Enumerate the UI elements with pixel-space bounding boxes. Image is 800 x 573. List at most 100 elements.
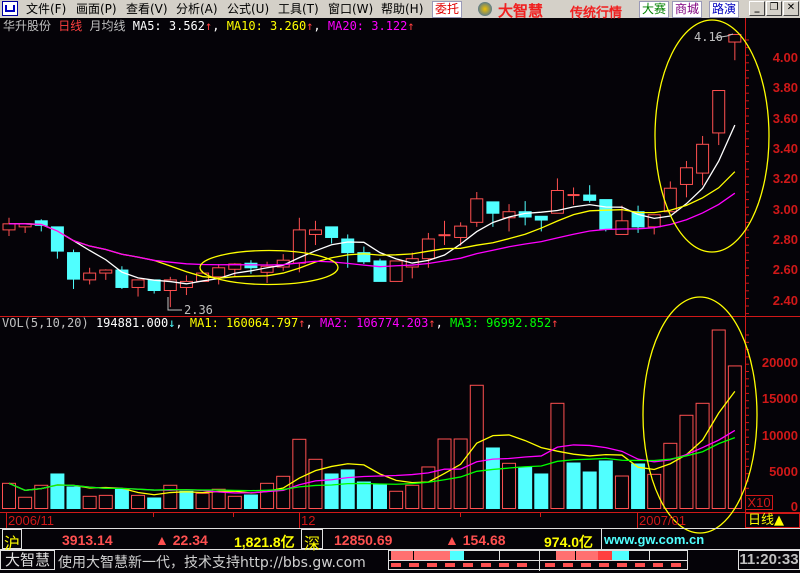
candle-body <box>470 198 484 223</box>
brand-name: 大智慧 <box>498 2 544 20</box>
sz-amount: 974.0亿 <box>544 534 594 550</box>
price-ma5-line <box>9 124 736 285</box>
mall-button[interactable]: 商城 <box>672 1 703 18</box>
volume-header: VOL(5,10,20) 194881.000↓, MA1: 160064.79… <box>2 316 559 330</box>
date-tick: 2006/11 <box>8 513 55 528</box>
menu-help[interactable]: 帮助(H) <box>381 2 424 16</box>
volume-ma5-line <box>8 390 736 496</box>
low-price-label: 2.36 <box>184 303 213 317</box>
high-price-label: 4.16 <box>694 30 723 44</box>
down-arrow-icon: ↓ <box>168 316 176 330</box>
price-tick: 3.40 <box>772 141 798 156</box>
candle-body <box>147 279 161 291</box>
menu-window[interactable]: 窗口(W) <box>328 2 374 16</box>
volume-bar <box>614 475 629 510</box>
price-tick: 2.40 <box>772 293 798 308</box>
candle-body <box>550 190 564 214</box>
volume-bar <box>2 482 16 510</box>
close-button[interactable]: ✕ <box>783 1 799 16</box>
low-marker-arrow <box>167 297 182 311</box>
menu-formula[interactable]: 公式(U) <box>227 2 270 16</box>
sh-index: 3913.14 <box>62 532 113 548</box>
up-arrow-icon: ↑ <box>428 316 436 330</box>
roadshow-button[interactable]: 路演 <box>709 1 740 18</box>
candle-body <box>325 226 339 238</box>
menu-analysis[interactable]: 分析(A) <box>176 2 218 16</box>
volume-bar <box>679 414 694 509</box>
news-ticker[interactable]: 使用大智慧新一代，技术支持http://bbs.gw.com <box>58 555 366 571</box>
period-label: 日线 <box>58 19 83 33</box>
candle-body <box>583 194 597 201</box>
menu-file[interactable]: 文件(F) <box>26 2 67 16</box>
up-arrow-icon: ↑ <box>306 19 314 33</box>
price-tick: 2.60 <box>772 262 798 277</box>
candle-body <box>212 267 226 278</box>
volume-bar <box>260 482 275 510</box>
vol-tick: 15000 <box>761 391 798 406</box>
vol-tick: 5000 <box>769 464 798 479</box>
trade-button[interactable]: 委托 <box>432 1 463 18</box>
candle-body <box>389 260 403 282</box>
vol-ma3: MA3: 96992.852 <box>450 316 552 330</box>
volume-bar <box>389 490 404 510</box>
ma20-value: MA20: 3.122 <box>327 19 408 33</box>
vol-value: 194881.000 <box>95 316 169 330</box>
date-tick: 2007/01 <box>639 513 686 528</box>
volume-bar <box>437 438 452 509</box>
volume-bar <box>518 466 533 510</box>
candle-body <box>647 214 661 228</box>
candle-body <box>99 269 113 274</box>
volume-bar <box>647 473 662 509</box>
price-header: 华升股份 日线 月均线 MA5: 3.562↑, MA10: 3.260↑, M… <box>3 19 415 33</box>
date-tick: 12 <box>301 513 316 528</box>
brand-logo-icon <box>478 2 492 16</box>
period-switch-button[interactable]: 日线▲ <box>745 513 800 528</box>
app-icon[interactable] <box>2 1 18 16</box>
annotation-ellipse <box>642 296 758 534</box>
minimize-button[interactable]: _ <box>749 1 765 16</box>
volume-bar <box>227 495 242 509</box>
candle-body <box>454 225 468 238</box>
volume-ma20-line <box>8 437 736 492</box>
menu-view-screen[interactable]: 画面(P) <box>76 2 117 16</box>
index-status-bar: 沪 3913.14 ▲ 22.34 1,821.8亿 深 12850.69 ▲ … <box>0 528 800 553</box>
candle-body <box>421 238 435 260</box>
brand-subtitle: 传统行情 <box>570 6 623 21</box>
menu-view[interactable]: 查看(V) <box>126 2 168 16</box>
vol-tick: 10000 <box>761 428 798 443</box>
candle-body <box>599 199 613 230</box>
volume-bar <box>66 486 81 509</box>
volume-bar <box>502 462 517 509</box>
volume-bar <box>582 471 597 509</box>
candle-body <box>115 269 129 288</box>
candle-body <box>534 215 548 221</box>
volume-bar <box>727 365 742 509</box>
menu-tools[interactable]: 工具(T) <box>278 2 319 16</box>
website-link[interactable]: www.gw.com.cn <box>604 532 705 547</box>
price-tick: 3.20 <box>772 171 798 186</box>
candle-body <box>228 263 242 270</box>
volume-bar <box>485 447 500 509</box>
volume-bar <box>598 460 613 509</box>
sh-change: ▲ 22.34 <box>155 532 208 548</box>
high-marker-arrow <box>714 33 734 39</box>
restore-button[interactable]: ❐ <box>766 1 782 16</box>
contest-button[interactable]: 大赛 <box>639 1 670 18</box>
candle-body <box>163 279 177 291</box>
sh-amount: 1,821.8亿 <box>234 534 295 550</box>
price-tick: 2.80 <box>772 232 798 247</box>
volume-bar <box>372 484 387 509</box>
candle-body <box>728 33 742 43</box>
up-arrow-icon: ↑ <box>298 316 306 330</box>
candle-body <box>341 238 355 254</box>
stock-name: 华升股份 <box>3 19 52 33</box>
annotation-ellipse <box>654 19 770 253</box>
volume-bar <box>276 475 291 510</box>
volume-bar <box>292 438 307 509</box>
sz-label: 深 <box>301 529 323 553</box>
volume-bar <box>195 492 210 510</box>
ma5-value: MA5: 3.562 <box>132 19 205 33</box>
volume-bar <box>243 494 258 509</box>
candle-body <box>502 211 516 219</box>
